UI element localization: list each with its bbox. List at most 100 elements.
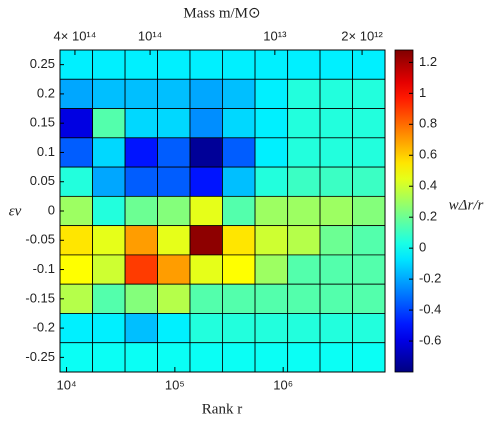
heatmap-cell bbox=[59, 78, 94, 109]
y-axis-label: εν bbox=[9, 203, 22, 219]
heatmap-cell bbox=[59, 108, 94, 139]
heatmap-cell bbox=[287, 108, 321, 139]
heatmap-cell bbox=[59, 137, 94, 168]
heatmap-cell bbox=[92, 254, 126, 285]
y-tick-label: 0.25 bbox=[30, 56, 55, 71]
heatmap-cell bbox=[222, 225, 256, 256]
heatmap-cell bbox=[287, 254, 321, 285]
heatmap-cell bbox=[319, 225, 353, 256]
heatmap-cell bbox=[222, 108, 256, 139]
heatmap-cell bbox=[189, 313, 223, 344]
x-axis-label: Rank r bbox=[202, 401, 242, 417]
colorbar-tick-label: 0.4 bbox=[419, 178, 437, 193]
heatmap-cell bbox=[189, 225, 223, 256]
heatmap-cell bbox=[59, 283, 94, 314]
heatmap-cell bbox=[287, 313, 321, 344]
heatmap-cell bbox=[189, 137, 223, 168]
heatmap-cell bbox=[157, 108, 191, 139]
colorbar-tick-label: 0 bbox=[419, 240, 426, 255]
x2-tick-label: 10¹³ bbox=[263, 28, 287, 43]
heatmap-cell bbox=[92, 225, 126, 256]
heatmap-cell bbox=[189, 283, 223, 314]
heatmap-cell bbox=[222, 49, 256, 80]
heatmap-cell bbox=[92, 166, 126, 197]
heatmap-cell bbox=[59, 313, 94, 344]
heatmap-cell bbox=[287, 78, 321, 109]
y-tick-label: 0.05 bbox=[30, 173, 55, 188]
y-tick-label: 0.15 bbox=[30, 115, 55, 130]
colorbar-label: wΔr/r bbox=[449, 197, 484, 213]
y-tick-label: -0.2 bbox=[33, 320, 55, 335]
colorbar-tick-label: 1.2 bbox=[419, 54, 437, 69]
colorbar-tick-label: -0.6 bbox=[419, 332, 441, 347]
heatmap-cell bbox=[254, 195, 289, 227]
heatmap-cell bbox=[189, 108, 223, 139]
heatmap-cell bbox=[92, 78, 126, 109]
y-tick-label: -0.05 bbox=[25, 232, 55, 247]
heatmap-cell bbox=[157, 313, 191, 344]
x2-tick-label: 4× 10¹⁴ bbox=[54, 28, 97, 43]
heatmap-cell bbox=[59, 342, 94, 373]
colorbar bbox=[394, 49, 414, 373]
heatmap-cell bbox=[157, 49, 191, 80]
heatmap-cell bbox=[157, 78, 191, 109]
y-tick-label: -0.25 bbox=[25, 349, 55, 364]
colorbar-tick-label: 0.2 bbox=[419, 209, 437, 224]
heatmap-cell bbox=[222, 283, 256, 314]
heatmap-cell bbox=[189, 49, 223, 80]
colorbar-tick-label: 1 bbox=[419, 85, 426, 100]
heatmap-cell bbox=[124, 254, 158, 285]
heatmap-cell bbox=[222, 254, 256, 285]
heatmap-cell bbox=[222, 166, 256, 197]
x-tick-label: 10⁵ bbox=[165, 377, 185, 392]
heatmap-cell bbox=[352, 254, 386, 285]
heatmap-cell bbox=[287, 166, 321, 197]
heatmap-cell bbox=[319, 313, 353, 344]
heatmap-cell bbox=[92, 195, 126, 227]
heatmap-cell bbox=[59, 49, 94, 80]
y-tick-label: 0 bbox=[48, 202, 55, 217]
heatmap-cell bbox=[254, 254, 289, 285]
heatmap-cell bbox=[254, 166, 289, 197]
x-tick-label: 10⁴ bbox=[57, 377, 77, 392]
heatmap-cell bbox=[222, 313, 256, 344]
heatmap-cell bbox=[92, 283, 126, 314]
y-tick-label: -0.15 bbox=[25, 290, 55, 305]
heatmap-cell bbox=[124, 166, 158, 197]
heatmap-cell bbox=[254, 313, 289, 344]
heatmap-cell bbox=[254, 78, 289, 109]
heatmap-cell bbox=[124, 49, 158, 80]
heatmap-cell bbox=[124, 195, 158, 227]
heatmap-cell bbox=[124, 137, 158, 168]
x2-axis-label: Mass m/M⊙ bbox=[183, 5, 260, 21]
heatmap-cell bbox=[352, 225, 386, 256]
heatmap-cell bbox=[124, 108, 158, 139]
heatmap-cell bbox=[59, 195, 94, 227]
heatmap-cell bbox=[157, 195, 191, 227]
heatmap-cell bbox=[287, 49, 321, 80]
heatmap-cell bbox=[254, 225, 289, 256]
heatmap-cell bbox=[287, 283, 321, 314]
heatmap-cell bbox=[254, 137, 289, 168]
heatmap-cell bbox=[124, 313, 158, 344]
heatmap-cell bbox=[189, 342, 223, 373]
heatmap-cell bbox=[189, 78, 223, 109]
colorbar-tick-label: -0.4 bbox=[419, 302, 441, 317]
heatmap-cell bbox=[59, 166, 94, 197]
heatmap-cell bbox=[124, 78, 158, 109]
heatmap-cell bbox=[157, 166, 191, 197]
heatmap-cell bbox=[319, 78, 353, 109]
y-tick-label: 0.1 bbox=[37, 144, 55, 159]
y-tick-label: 0.2 bbox=[37, 85, 55, 100]
heatmap-cell bbox=[319, 195, 353, 227]
heatmap-cell bbox=[352, 342, 386, 373]
heatmap-cell bbox=[352, 49, 386, 80]
heatmap-cell bbox=[287, 342, 321, 373]
heatmap-cell bbox=[319, 254, 353, 285]
heatmap-cell bbox=[352, 313, 386, 344]
heatmap-cell bbox=[352, 137, 386, 168]
x2-tick-label: 10¹⁴ bbox=[138, 28, 162, 43]
heatmap-cell bbox=[222, 78, 256, 109]
heatmap-cell bbox=[92, 313, 126, 344]
heatmap-cell bbox=[254, 49, 289, 80]
